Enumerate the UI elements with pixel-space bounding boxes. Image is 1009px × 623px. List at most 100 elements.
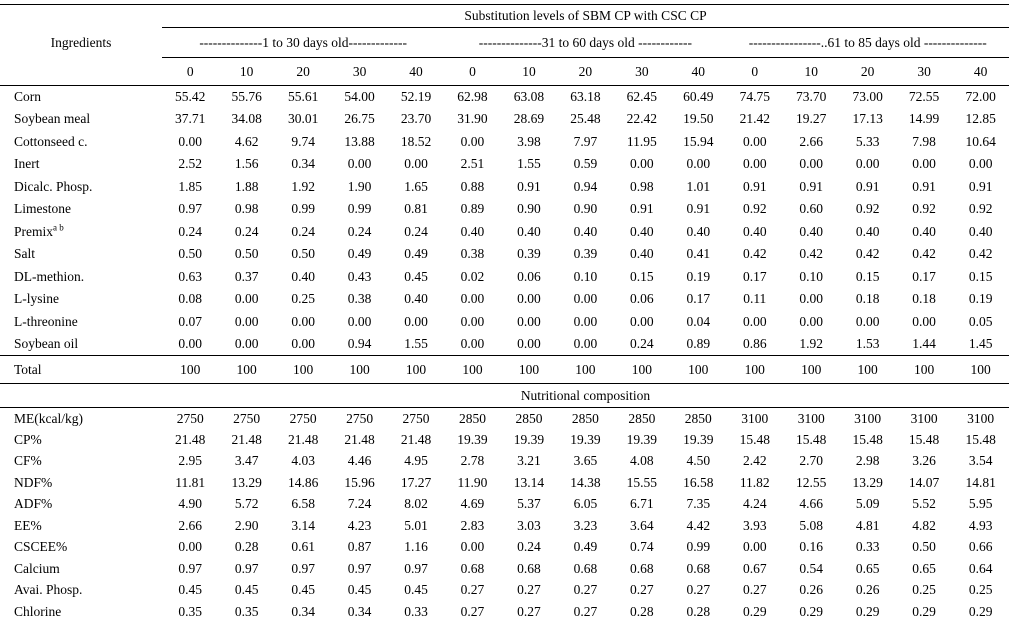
value-cell: 4.90 <box>178 496 203 512</box>
table-row: Soybean oil 0.00 0.00 0.00 0.94 1.55 0.00 0.00 0… <box>0 333 1009 356</box>
substitution-level-column: 40 <box>387 57 445 86</box>
value-cell: 0.00 <box>460 539 485 555</box>
value-cell: 100 <box>500 355 558 384</box>
value-cell: 2750 <box>289 410 317 426</box>
value-cell: 0.27 <box>517 603 541 619</box>
value-cell: 3100 <box>797 410 825 426</box>
value-cell: 28.69 <box>513 111 545 127</box>
value-cell: 0.24 <box>630 336 654 351</box>
value-cell: 100 <box>331 355 388 384</box>
value-cell: 0.00 <box>912 313 936 329</box>
value-cell: 0.00 <box>404 313 428 329</box>
value-cell: 0.98 <box>234 201 259 217</box>
value-cell: 0.00 <box>630 156 654 172</box>
value-cell: 0.06 <box>630 291 654 307</box>
value-cell: 100 <box>839 355 896 384</box>
value-cell: 0.92 <box>912 201 936 217</box>
value-cell: 0.91 <box>630 201 654 217</box>
value-cell: 0.08 <box>178 291 203 307</box>
row-label: Cottonseed c. <box>14 133 88 149</box>
value-cell: 5.72 <box>234 496 259 512</box>
value-cell: 0.29 <box>742 603 767 619</box>
value-cell: 4.24 <box>742 496 767 512</box>
value-cell: 0.97 <box>234 560 259 576</box>
value-cell: 3100 <box>967 410 995 426</box>
table-row: Cottonseed c. 0.00 4.62 9.74 13.88 18.52 0.00 3… <box>0 131 1009 154</box>
value-cell: 15.48 <box>739 431 770 447</box>
value-cell: 4.08 <box>630 453 654 469</box>
section-row-spacer <box>0 383 162 408</box>
value-cell: 0.00 <box>234 291 259 307</box>
value-cell: 21.48 <box>287 431 319 447</box>
value-cell: 4.81 <box>855 517 880 533</box>
value-cell: 0.25 <box>968 582 993 598</box>
value-cell: 0.06 <box>517 268 541 284</box>
value-cell: 0.86 <box>742 336 767 351</box>
table-row: L-lysine 0.08 0.00 0.25 0.38 0.40 0.00 0.00 0.00… <box>0 288 1009 311</box>
value-cell: 0.27 <box>460 603 485 619</box>
value-cell: 3100 <box>910 410 938 426</box>
table-row: Dicalc. Phosp. 1.85 1.88 1.92 1.90 1.65 0.88 0.… <box>0 176 1009 199</box>
value-cell: 1.01 <box>686 178 711 194</box>
section-title-nutritional-composition: Nutritional composition <box>162 383 1009 408</box>
value-cell: 0.67 <box>742 560 767 576</box>
value-cell: 0.38 <box>347 291 372 307</box>
value-cell: 0.87 <box>347 539 372 555</box>
value-cell: 10.64 <box>965 133 996 149</box>
value-cell: 0.00 <box>460 291 485 307</box>
value-cell: 19.39 <box>513 431 545 447</box>
value-cell: 19.27 <box>796 111 827 127</box>
value-cell: 100 <box>782 355 840 384</box>
substitution-level-row: 0 10 20 30 40 0 10 20 30 40 0 10 20 30 40 <box>0 57 1009 86</box>
value-cell: 3.54 <box>968 453 993 469</box>
value-cell: 2850 <box>571 410 599 426</box>
value-cell: 0.00 <box>573 336 598 351</box>
value-cell: 0.00 <box>630 313 654 329</box>
value-cell: 0.00 <box>178 539 203 555</box>
value-cell: 0.97 <box>347 560 372 576</box>
value-cell: 0.15 <box>855 268 880 284</box>
value-cell: 0.00 <box>347 313 372 329</box>
value-cell: 0.05 <box>968 313 993 329</box>
value-cell: 0.25 <box>912 582 936 598</box>
value-cell: 0.35 <box>178 603 203 619</box>
value-cell: 31.90 <box>457 111 488 127</box>
value-cell: 100 <box>218 355 275 384</box>
value-cell: 3.23 <box>573 517 598 533</box>
value-cell: 22.42 <box>626 111 658 127</box>
value-cell: 0.40 <box>460 223 485 239</box>
value-cell: 14.38 <box>570 474 601 490</box>
value-cell: 0.18 <box>912 291 936 307</box>
value-cell: 4.82 <box>912 517 936 533</box>
table-row: Salt 0.50 0.50 0.50 0.49 0.49 0.38 0.39 0.39 0.40… <box>0 243 1009 266</box>
value-cell: 0.00 <box>460 336 485 351</box>
value-cell: 23.70 <box>400 111 432 127</box>
value-cell: 0.27 <box>573 603 598 619</box>
value-cell: 0.91 <box>517 178 541 194</box>
value-cell: 0.40 <box>517 223 541 239</box>
value-cell: 0.40 <box>742 223 767 239</box>
value-cell: 1.65 <box>404 178 428 194</box>
value-cell: 7.98 <box>912 133 936 149</box>
value-cell: 72.00 <box>965 89 996 104</box>
value-cell: 7.97 <box>573 133 598 149</box>
column-group-label: --------------31 to 60 days old --------… <box>444 27 727 58</box>
value-cell: 0.60 <box>799 201 824 217</box>
table-header: Substitution levels of SBM CP with CSC C… <box>0 4 1009 86</box>
value-cell: 0.25 <box>291 291 315 307</box>
value-cell: 1.90 <box>347 178 372 194</box>
value-cell: 26.75 <box>344 111 375 127</box>
substitution-level-column: 40 <box>952 57 1009 86</box>
value-cell: 0.94 <box>347 336 372 351</box>
value-cell: 0.00 <box>742 156 767 172</box>
value-cell: 1.45 <box>968 336 993 351</box>
value-cell: 14.07 <box>908 474 940 490</box>
value-cell: 0.50 <box>291 246 315 262</box>
value-cell: 0.45 <box>347 582 372 598</box>
section-title-row: Nutritional composition <box>0 383 1009 408</box>
value-cell: 0.91 <box>912 178 936 194</box>
value-cell: 4.69 <box>460 496 485 512</box>
value-cell: 15.48 <box>965 431 996 447</box>
substitution-level-column: 0 <box>162 57 219 86</box>
value-cell: 3.26 <box>912 453 936 469</box>
